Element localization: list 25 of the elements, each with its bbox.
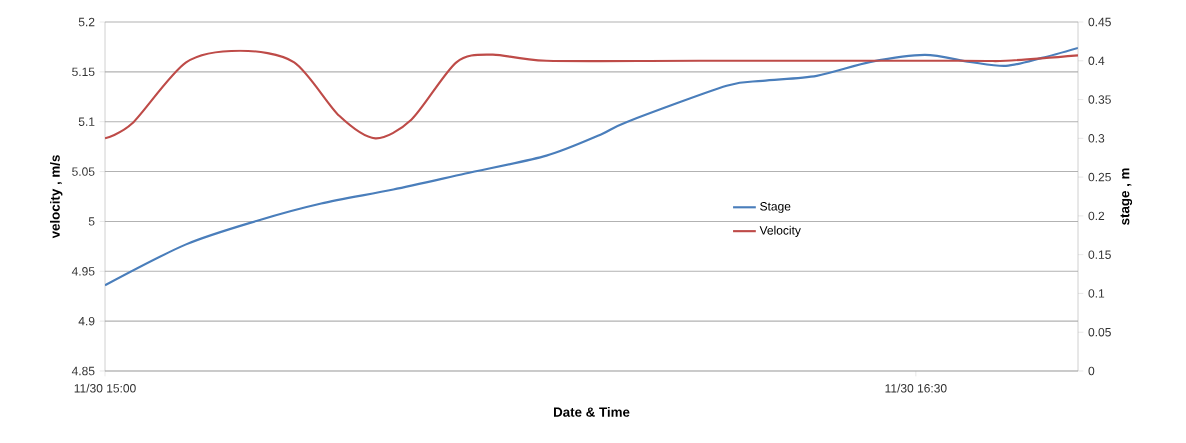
y-tick-label: 5.15 [72, 67, 95, 77]
y2-axis-title: stage , m [1120, 168, 1133, 225]
legend-label: Stage [760, 202, 791, 213]
y-tick-label: 5.1 [78, 117, 95, 126]
x-tick-label: 11/30 15:00 [74, 383, 136, 393]
y-tick-label: 5 [88, 217, 95, 226]
y2-tick-label: 0.1 [1088, 289, 1105, 298]
legend-label: Velocity [759, 225, 801, 237]
y2-tick-label: 0.45 [1088, 17, 1111, 27]
y-tick-label: 4.85 [71, 366, 95, 376]
x-tick-label: 11/30 16:30 [885, 383, 947, 393]
y-tick-label: 4.95 [71, 267, 95, 276]
y-tick-label: 5.05 [72, 167, 95, 176]
y2-tick-label: 0.2 [1088, 211, 1105, 221]
y2-tick-label: 0 [1088, 366, 1095, 376]
x-axis-title: Date & Time [553, 407, 630, 417]
y2-tick-label: 0.4 [1088, 56, 1105, 66]
y2-tick-label: 0.35 [1088, 95, 1111, 104]
y2-tick-label: 0.15 [1088, 250, 1111, 259]
y2-tick-label: 0.05 [1088, 327, 1111, 337]
y-tick-label: 4.9 [78, 316, 95, 326]
y2-tick-label: 0.25 [1088, 172, 1111, 182]
y2-tick-label: 0.3 [1088, 134, 1105, 143]
y-tick-label: 5.2 [78, 17, 95, 27]
y-axis-title: velocity , m/s [50, 155, 63, 239]
